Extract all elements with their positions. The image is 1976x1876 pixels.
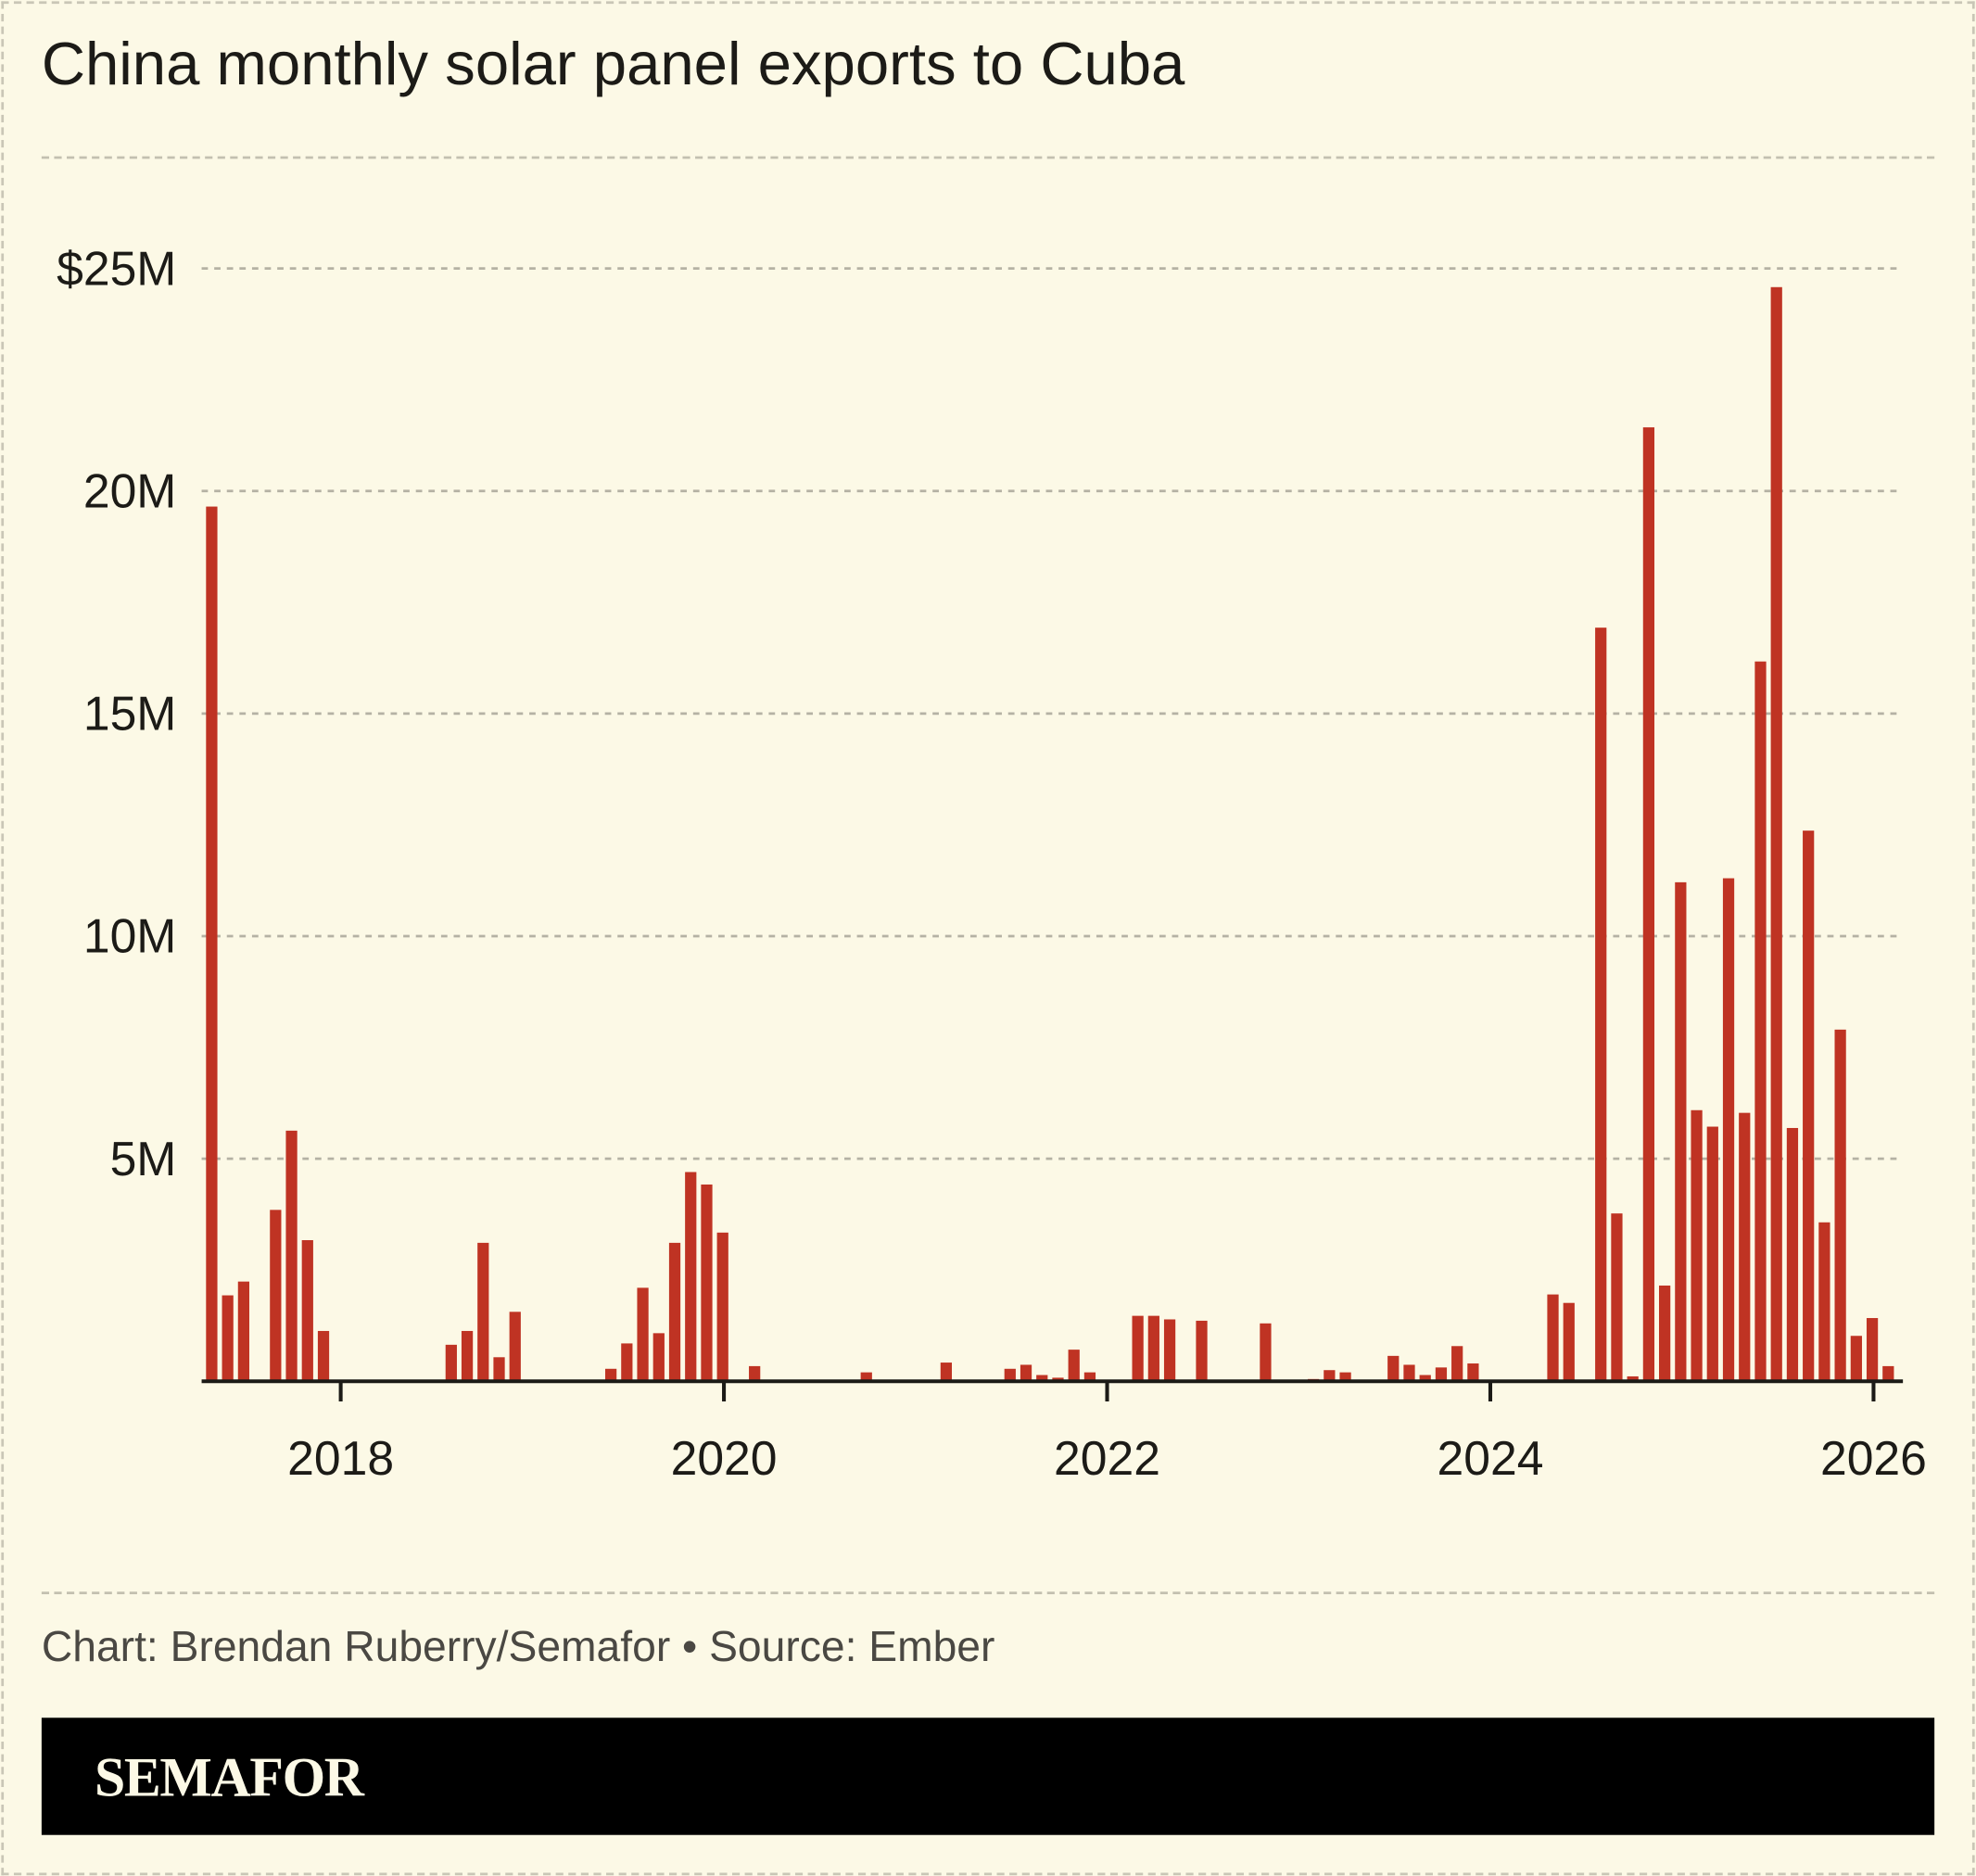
x-tick-label: 2020	[671, 1431, 778, 1485]
bar	[1132, 1315, 1144, 1382]
divider-bottom	[41, 1591, 1935, 1595]
bar	[1004, 1368, 1016, 1382]
bar	[222, 1295, 234, 1382]
bar	[652, 1333, 665, 1382]
bar	[1882, 1365, 1894, 1382]
y-tick-label: 20M	[83, 463, 177, 517]
bar	[685, 1172, 697, 1382]
divider-top	[41, 156, 1935, 159]
x-tick-label: 2022	[1054, 1431, 1160, 1485]
bar	[1706, 1126, 1718, 1382]
bar	[237, 1281, 250, 1382]
semafor-logo: SEMAFOR	[94, 1746, 364, 1809]
bar	[716, 1232, 728, 1382]
bar	[270, 1210, 282, 1382]
bar	[860, 1372, 872, 1382]
bar	[317, 1330, 330, 1382]
bar	[1722, 878, 1735, 1382]
bar	[1083, 1372, 1096, 1382]
bar	[1659, 1285, 1671, 1382]
bar	[1467, 1363, 1479, 1382]
bar	[461, 1330, 474, 1382]
bar	[940, 1363, 953, 1382]
chart-title: China monthly solar panel exports to Cub…	[41, 31, 1185, 99]
chart-credit: Chart: Brendan Ruberry/Semafor • Source:…	[41, 1623, 995, 1671]
bar	[1803, 830, 1815, 1382]
bar	[509, 1312, 521, 1382]
bar	[1739, 1112, 1751, 1382]
bar	[1834, 1029, 1846, 1382]
bar	[1642, 427, 1655, 1382]
bar	[701, 1184, 713, 1382]
bar	[1196, 1320, 1208, 1382]
bar	[1547, 1294, 1559, 1382]
bar	[1339, 1372, 1351, 1382]
bar	[1260, 1323, 1272, 1382]
bar	[1691, 1109, 1703, 1382]
bar	[301, 1239, 313, 1382]
x-tick-label: 2024	[1438, 1431, 1544, 1485]
bar	[1786, 1127, 1799, 1382]
bar	[1850, 1336, 1862, 1382]
bar	[1675, 881, 1687, 1382]
bar	[1419, 1375, 1431, 1382]
x-tick-label: 2026	[1820, 1431, 1927, 1485]
bar	[1563, 1302, 1575, 1382]
bar	[621, 1343, 633, 1382]
bar	[445, 1344, 457, 1382]
bar	[1387, 1355, 1400, 1382]
bar	[493, 1357, 505, 1382]
bar	[1324, 1370, 1336, 1382]
bar	[604, 1368, 617, 1382]
bar	[1163, 1319, 1176, 1382]
bar	[1020, 1364, 1032, 1382]
bar	[668, 1242, 681, 1382]
y-tick-label: 5M	[110, 1132, 177, 1185]
bar	[477, 1242, 489, 1382]
bar	[1147, 1315, 1159, 1382]
bar	[1595, 627, 1607, 1382]
bar	[1036, 1375, 1048, 1382]
bar	[1451, 1346, 1463, 1382]
bar	[1068, 1350, 1080, 1382]
y-tick-label: $25M	[57, 241, 176, 295]
bar	[1627, 1375, 1639, 1382]
bar	[1435, 1367, 1448, 1382]
bar	[1403, 1364, 1415, 1382]
bar	[1818, 1222, 1830, 1382]
y-tick-label: 15M	[83, 687, 177, 741]
bar	[749, 1365, 761, 1382]
bar	[1770, 286, 1782, 1382]
bar	[637, 1287, 649, 1382]
bar	[285, 1130, 298, 1382]
bar	[206, 506, 218, 1382]
y-tick-label: 10M	[83, 909, 177, 963]
x-tick-label: 2018	[287, 1431, 394, 1485]
bar	[1866, 1318, 1879, 1382]
bar	[1754, 661, 1767, 1382]
footer-bar: SEMAFOR	[41, 1718, 1935, 1835]
bar	[1611, 1213, 1623, 1382]
